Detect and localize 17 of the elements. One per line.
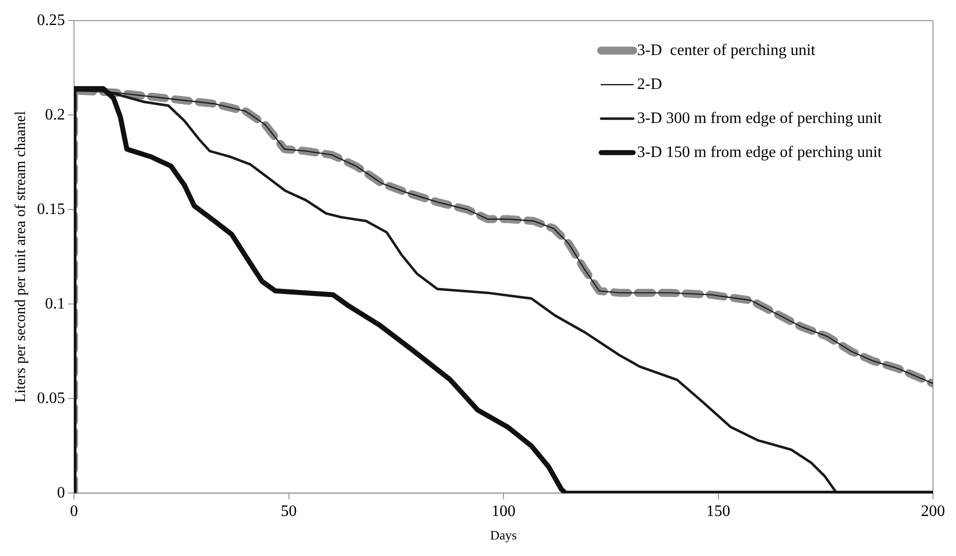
x-axis-title: Days xyxy=(490,528,517,543)
x-tick-label: 150 xyxy=(706,503,730,520)
y-tick-label: 0.1 xyxy=(45,295,65,312)
legend-label: 2-D xyxy=(637,76,662,93)
legend-label: 3-D 300 m from edge of perching unit xyxy=(637,110,883,127)
y-tick-label: 0.2 xyxy=(45,106,65,124)
x-tick-label: 0 xyxy=(70,503,78,520)
x-tick-label: 100 xyxy=(492,503,516,520)
y-tick-label: 0.05 xyxy=(37,390,65,407)
x-tick-label: 50 xyxy=(280,503,297,520)
y-tick-label: 0.25 xyxy=(37,12,65,29)
legend-label: 3-D 150 m from edge of perching unit xyxy=(637,144,883,161)
y-tick-label: 0 xyxy=(57,484,65,502)
x-tick-label: 200 xyxy=(921,503,945,520)
legend-label: 3-D center of perching unit xyxy=(637,42,816,59)
y-tick-label: 0.15 xyxy=(37,200,65,218)
y-axis-title: Liters per second per unit area of stream chaanel xyxy=(12,111,29,403)
